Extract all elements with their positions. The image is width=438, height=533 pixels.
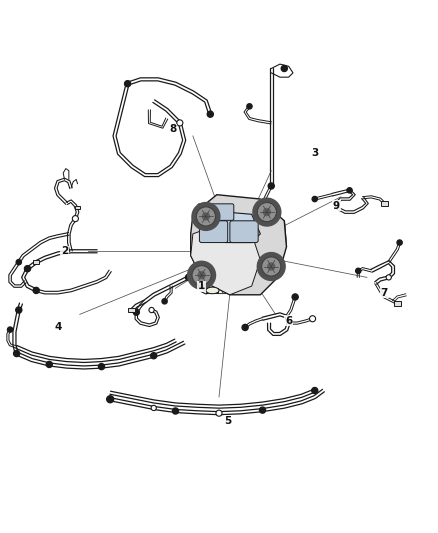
Circle shape — [16, 307, 22, 313]
Circle shape — [192, 265, 211, 285]
FancyBboxPatch shape — [198, 204, 234, 220]
Polygon shape — [191, 225, 260, 295]
Circle shape — [312, 387, 318, 393]
Circle shape — [151, 405, 156, 410]
Circle shape — [281, 66, 287, 71]
Circle shape — [25, 265, 31, 272]
Circle shape — [14, 351, 20, 357]
Circle shape — [16, 260, 21, 265]
Circle shape — [310, 316, 316, 322]
Circle shape — [198, 272, 205, 279]
Text: 6: 6 — [285, 316, 292, 326]
Circle shape — [33, 287, 39, 294]
Circle shape — [149, 308, 154, 313]
Circle shape — [268, 263, 275, 270]
Circle shape — [72, 215, 78, 222]
FancyBboxPatch shape — [199, 221, 228, 243]
Circle shape — [259, 407, 265, 413]
Text: 5: 5 — [224, 416, 231, 426]
Circle shape — [386, 275, 391, 280]
Circle shape — [247, 104, 252, 109]
Text: 9: 9 — [333, 200, 340, 211]
FancyBboxPatch shape — [381, 201, 388, 206]
Circle shape — [312, 197, 318, 201]
FancyBboxPatch shape — [75, 206, 80, 209]
Circle shape — [257, 203, 276, 222]
Polygon shape — [208, 212, 260, 243]
FancyBboxPatch shape — [230, 221, 258, 243]
Circle shape — [107, 396, 114, 403]
Text: 1: 1 — [198, 281, 205, 291]
Circle shape — [202, 213, 209, 220]
Circle shape — [397, 240, 402, 245]
Text: 3: 3 — [311, 148, 318, 158]
FancyBboxPatch shape — [394, 301, 401, 305]
Circle shape — [196, 207, 215, 226]
Circle shape — [185, 274, 191, 280]
Circle shape — [162, 298, 167, 304]
Circle shape — [261, 257, 281, 276]
Circle shape — [46, 361, 52, 367]
Circle shape — [124, 80, 131, 87]
Circle shape — [192, 203, 220, 230]
FancyBboxPatch shape — [211, 288, 218, 293]
Circle shape — [292, 294, 298, 300]
Circle shape — [253, 198, 281, 226]
Circle shape — [151, 353, 157, 359]
Circle shape — [173, 408, 179, 414]
Circle shape — [177, 120, 183, 126]
Circle shape — [216, 410, 222, 416]
Ellipse shape — [206, 287, 219, 294]
Circle shape — [7, 327, 13, 332]
Circle shape — [257, 253, 285, 280]
Circle shape — [99, 364, 105, 370]
FancyBboxPatch shape — [128, 308, 135, 312]
Circle shape — [347, 188, 352, 193]
Text: 4: 4 — [54, 322, 62, 333]
Circle shape — [268, 183, 274, 189]
Circle shape — [242, 325, 248, 330]
Circle shape — [187, 261, 215, 289]
Circle shape — [133, 309, 139, 315]
Circle shape — [207, 111, 213, 117]
Text: 7: 7 — [381, 288, 388, 297]
Circle shape — [356, 268, 361, 273]
Text: 2: 2 — [61, 246, 68, 256]
Polygon shape — [191, 195, 286, 295]
FancyBboxPatch shape — [33, 261, 39, 264]
Text: 8: 8 — [170, 124, 177, 134]
Circle shape — [263, 208, 270, 215]
